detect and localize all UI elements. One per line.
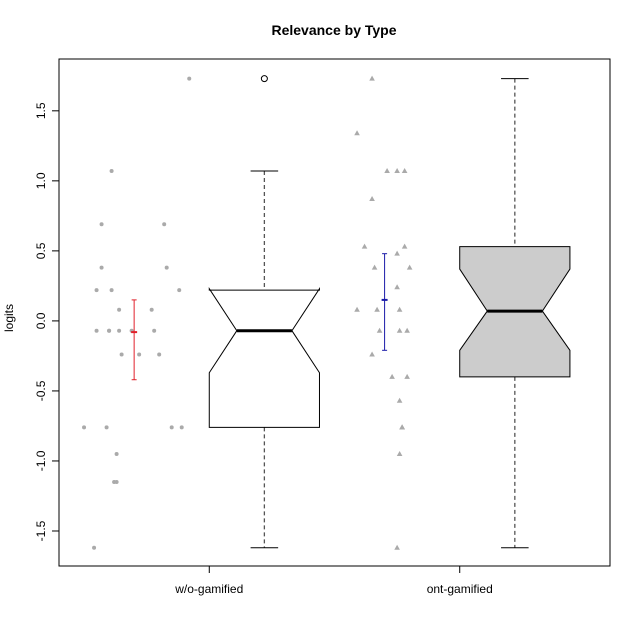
jitter-points-group: [354, 75, 413, 550]
data-point: [384, 168, 390, 174]
data-point: [152, 328, 157, 333]
data-point: [369, 351, 375, 357]
data-point: [169, 425, 174, 430]
mean-ci-group: [131, 299, 138, 381]
data-point: [187, 76, 192, 81]
x-tick-label: ont-gamified: [427, 582, 493, 596]
jitter-points-group: [82, 76, 192, 550]
y-tick-label: -1.5: [34, 520, 48, 541]
y-tick-label: 0.0: [34, 312, 48, 329]
data-point: [119, 352, 124, 357]
data-point: [99, 265, 104, 270]
box-group: [208, 75, 320, 549]
chart-title: Relevance by Type: [271, 22, 396, 38]
data-point: [94, 288, 99, 293]
data-point: [137, 352, 142, 357]
data-point: [164, 265, 169, 270]
notched-box: [208, 287, 320, 428]
data-point: [371, 264, 378, 270]
plot-area: -1.5 -1.0 -0.5 0.0 0.5 1.0 1.5 w/o-gamified ont-…: [34, 58, 611, 596]
data-point: [92, 545, 97, 550]
data-point: [394, 544, 400, 550]
data-point: [104, 425, 109, 430]
data-point: [107, 328, 112, 333]
data-point: [396, 306, 403, 312]
x-tick-label: w/o-gamified: [174, 582, 243, 596]
data-point: [396, 450, 403, 456]
data-point: [157, 352, 162, 357]
data-point: [94, 328, 99, 333]
data-point: [354, 130, 360, 136]
data-point: [109, 288, 114, 293]
data-point: [162, 222, 167, 227]
data-point: [117, 328, 122, 333]
y-tick-label: -1.0: [34, 450, 48, 471]
data-point: [369, 196, 375, 202]
data-point: [401, 243, 408, 249]
data-point: [404, 327, 410, 333]
box-group: [459, 78, 571, 549]
data-point: [354, 306, 360, 312]
data-point: [376, 327, 383, 333]
data-point: [114, 479, 119, 484]
data-point: [394, 168, 400, 174]
data-point: [404, 373, 410, 379]
data-point: [396, 327, 403, 333]
y-tick-label: 1.0: [34, 172, 48, 189]
data-point: [399, 424, 405, 430]
data-point: [389, 373, 395, 379]
plot-frame: [58, 58, 611, 567]
data-point: [406, 264, 413, 270]
data-point: [369, 75, 375, 81]
data-point: [177, 288, 182, 293]
y-tick-label: 0.5: [34, 242, 48, 259]
data-point: [109, 169, 114, 174]
y-tick-label: -0.5: [34, 380, 48, 401]
data-point: [374, 306, 380, 312]
data-point: [361, 243, 368, 249]
data-point: [114, 451, 119, 456]
data-point: [401, 168, 408, 174]
data-point: [149, 307, 154, 312]
data-point: [99, 222, 104, 227]
data-point: [396, 397, 403, 403]
data-point: [394, 284, 400, 290]
data-point: [394, 250, 400, 256]
y-tick-label: 1.5: [34, 102, 48, 119]
data-point: [179, 425, 184, 430]
outlier-point: [260, 75, 268, 83]
mean-ci-group: [381, 253, 388, 351]
data-point: [82, 425, 87, 430]
y-axis-label: logits: [2, 304, 16, 332]
data-point: [117, 307, 122, 312]
